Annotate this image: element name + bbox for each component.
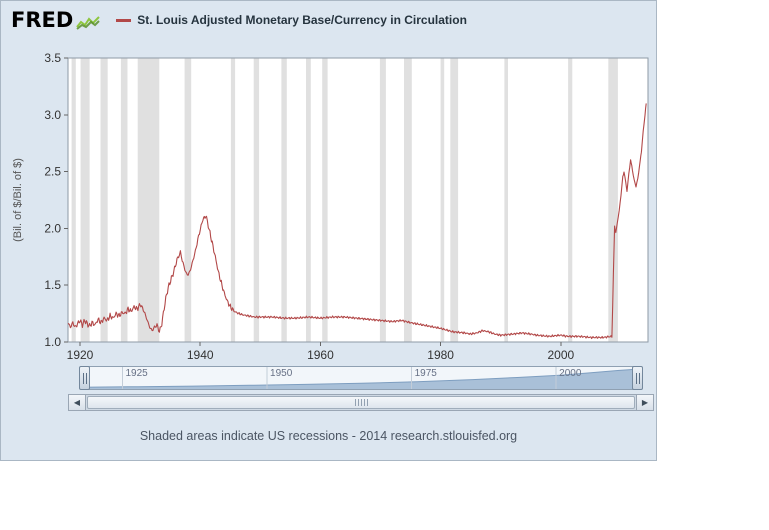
- range-slider[interactable]: 1925 1950 1975 2000: [79, 366, 643, 390]
- svg-text:1975: 1975: [415, 368, 438, 379]
- horizontal-scrollbar[interactable]: ◀ ▶: [68, 394, 654, 411]
- right-arrow-icon: ▶: [641, 397, 649, 407]
- svg-text:2000: 2000: [547, 348, 574, 361]
- svg-text:1920: 1920: [67, 348, 94, 361]
- scrollbar-grip-icon: [354, 399, 368, 406]
- chart-title: St. Louis Adjusted Monetary Base/Currenc…: [137, 13, 467, 27]
- scroll-left-arrow-button[interactable]: ◀: [69, 395, 86, 410]
- svg-text:1950: 1950: [270, 368, 293, 379]
- svg-text:1960: 1960: [307, 348, 334, 361]
- svg-text:3.0: 3.0: [44, 108, 61, 122]
- y-axis-label: (Bil. of $/Bil. of $): [12, 158, 25, 242]
- range-slider-track[interactable]: 1925 1950 1975 2000: [81, 366, 641, 390]
- range-slider-left-handle[interactable]: [79, 366, 90, 390]
- footer-note: Shaded areas indicate US recessions - 20…: [139, 429, 518, 443]
- fred-chart-panel: FRED St. Louis Adjusted Monetary Base/Cu…: [0, 0, 657, 461]
- svg-text:1925: 1925: [125, 368, 148, 379]
- svg-text:2000: 2000: [559, 368, 582, 379]
- chart-header: FRED St. Louis Adjusted Monetary Base/Cu…: [1, 1, 656, 39]
- svg-text:1.5: 1.5: [44, 278, 61, 292]
- svg-text:2.5: 2.5: [44, 165, 61, 179]
- left-arrow-icon: ◀: [73, 397, 81, 407]
- range-slider-preview-area: 1925 1950 1975 2000: [82, 367, 640, 389]
- scroll-right-arrow-button[interactable]: ▶: [636, 395, 653, 410]
- series-legend-swatch: [116, 18, 132, 22]
- line-chart[interactable]: 1.0 1.5 2.0 2.5 3.0 3.5 1920 1940 1960 1980 2000: [1, 39, 656, 361]
- svg-text:1940: 1940: [187, 348, 214, 361]
- scrollbar-track[interactable]: [86, 395, 636, 410]
- fred-logo-sparkline-icon: [76, 15, 101, 30]
- svg-text:3.5: 3.5: [44, 51, 61, 65]
- svg-text:2.0: 2.0: [44, 221, 61, 235]
- svg-text:1980: 1980: [427, 348, 454, 361]
- svg-text:1.0: 1.0: [44, 335, 61, 349]
- range-slider-right-handle[interactable]: [632, 366, 643, 390]
- scrollbar-thumb[interactable]: [87, 396, 635, 409]
- fred-logo: FRED: [11, 7, 74, 32]
